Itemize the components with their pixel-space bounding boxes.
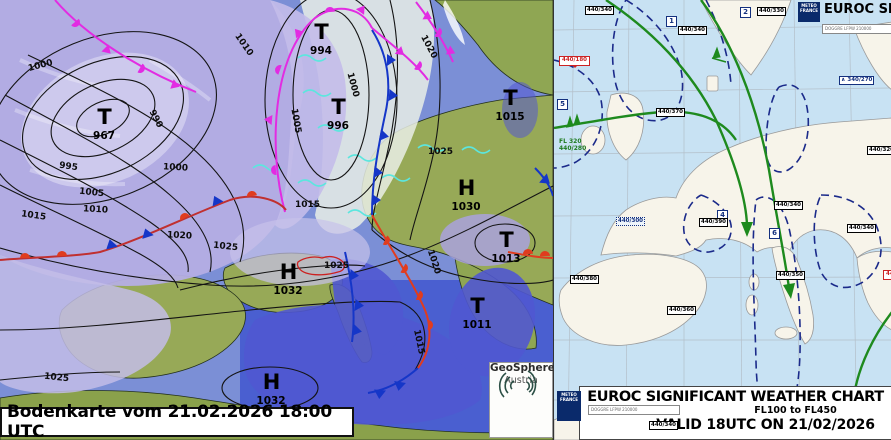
surface-analysis-map: 1000 1010 1020 990 1000 1005 995 1000 10… [0, 0, 553, 440]
snow-caps [443, 0, 465, 45]
pressure-center-low: T 994 [310, 20, 332, 57]
level-box: 440/320 [867, 146, 891, 155]
level-box: 440/340 [847, 224, 876, 233]
level-box: 440/330 [757, 7, 786, 16]
geosphere-logo: GeoSphere Austria [489, 362, 553, 438]
level-box: 440/350 [776, 271, 805, 280]
level-box: 440/380 [570, 275, 599, 284]
level-box: 440/370 [656, 108, 685, 117]
mountain-wave-icon: ∧ [841, 77, 846, 83]
level-box: 440/390 [699, 218, 728, 227]
sigwx-top-title: EUROC SIGN [824, 2, 891, 17]
cat-area-number: 1 [666, 16, 677, 27]
surface-map-art [0, 0, 553, 440]
jet-label: FL 320 440/280 [559, 138, 586, 152]
issuer-strip: DOGGRE LFPW 210000 [822, 24, 891, 34]
pressure-center-high: H 1030 [451, 176, 481, 213]
pressure-center-low: T 996 [327, 95, 349, 132]
jet-flight-level: FL 320 [559, 138, 582, 145]
pressure-center-low: T 967 [93, 105, 115, 142]
jet-arrowheads [741, 222, 795, 299]
sigwx-chart: 1 2 5 4 6 440/340 440/330 440/340 440/34… [553, 0, 891, 440]
geosphere-logo-name: GeoSphere [490, 362, 553, 374]
pressure-center-high: H 1032 [273, 260, 303, 297]
map-caption: Bodenkarte vom 21.02.2026 18:00 UTC [0, 402, 354, 440]
geosphere-swirl-icon [498, 370, 537, 398]
wave-front [0, 191, 287, 261]
geosphere-logo-region: Austria [504, 374, 538, 386]
warm-fronts [371, 214, 553, 369]
wind-barbs [565, 46, 727, 128]
isobar-label: 1025 [428, 147, 454, 157]
isobar-label: 1025 [324, 261, 350, 271]
sigwx-valid: VALID 18UTC ON 21/02/2026 [656, 417, 875, 433]
cat-area-number: 6 [769, 228, 780, 239]
precipitation-areas [244, 82, 538, 425]
level-box: 440/340 [585, 6, 614, 15]
jet-depth: 440/280 [559, 145, 587, 153]
issuer-strip: DOGGRE LFPW 210000 [588, 405, 680, 415]
level-box: 440/340 [774, 201, 803, 210]
fronts [0, 0, 553, 399]
meteo-france-logo: METEO FRANCE [798, 2, 820, 22]
cb-box: 440/2 [883, 270, 891, 280]
isobar-label: 1000 [162, 162, 189, 174]
occluded-fronts [54, 0, 456, 213]
cb-box: 440/180 [559, 56, 590, 68]
isobar-label: 1015 [295, 200, 321, 210]
sigwx-title-block: EUROC SIGNIFICANT WEATHER CHART DOGGRE L… [579, 386, 891, 440]
sigwx-header: METEO FRANCE EUROC SIGN [798, 2, 891, 22]
isobar-label: 1010 [82, 204, 109, 216]
cold-fronts [344, 29, 553, 399]
pressure-center-low: T 1015 [495, 86, 525, 123]
pressure-center-high: H 1032 [256, 370, 286, 407]
mountain-wave-box: 440/300 [616, 217, 645, 226]
cat-area-number: 2 [740, 7, 751, 18]
level-box: 440/340 [649, 421, 678, 430]
sigwx-levels: FL100 to FL450 [754, 405, 837, 416]
pressure-center-low: T 1011 [462, 294, 492, 331]
meteo-france-logo: METEO FRANCE [557, 391, 581, 421]
pressure-center-low: T 1013 [491, 228, 521, 265]
cloud-patch [440, 214, 530, 266]
sigwx-title: EUROC SIGNIFICANT WEATHER CHART [587, 389, 884, 405]
austria-outline [296, 255, 345, 276]
level-box: 440/360 [667, 306, 696, 315]
cat-area-number: 5 [557, 99, 568, 110]
mountain-wave-box: ∧ 340/270 [839, 76, 875, 85]
isobar-label: 1020 [166, 230, 193, 242]
level-box: 440/340 [678, 26, 707, 35]
